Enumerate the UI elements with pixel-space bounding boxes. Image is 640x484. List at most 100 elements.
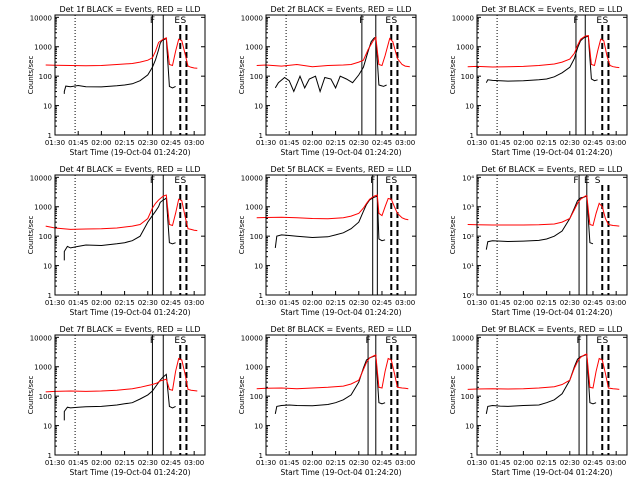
- y-tick-label: 1000: [245, 364, 263, 372]
- y-tick-label: 1000: [245, 44, 263, 52]
- x-tick-label: 02:00: [513, 459, 533, 467]
- x-tick-label: 02:15: [536, 139, 556, 147]
- marker-label: F: [365, 336, 370, 346]
- marker-label: F: [359, 16, 364, 26]
- y-tick-label: 1000: [456, 364, 474, 372]
- x-tick-label: 02:00: [513, 299, 533, 307]
- x-tick-label: 03:00: [395, 139, 415, 147]
- x-tick-label: 01:45: [279, 139, 299, 147]
- series-lld-line: [467, 194, 620, 227]
- x-tick-label: 02:30: [138, 459, 158, 467]
- panel-title: Det 6f BLACK = Events, RED = LLD: [481, 165, 622, 174]
- y-tick-label: 10000: [30, 14, 52, 22]
- y-tick-label: 10: [254, 423, 263, 431]
- y-tick-label: 10⁴: [462, 174, 474, 182]
- x-tick-label: 02:00: [91, 139, 111, 147]
- y-tick-label: 10000: [241, 174, 263, 182]
- series-lld-line: [256, 35, 410, 68]
- marker-label: S: [602, 336, 608, 346]
- y-tick-label: 10: [465, 103, 474, 111]
- y-axis-label: Counts/sec: [238, 216, 246, 255]
- marker-label: F: [150, 16, 155, 26]
- x-tick-label: 03:00: [184, 459, 204, 467]
- series-lld-line: [256, 354, 409, 390]
- y-tick-label: 1: [259, 132, 263, 140]
- y-axis-label: Counts/sec: [449, 216, 457, 255]
- series-lld-line: [45, 194, 198, 232]
- y-axis-label: Counts/sec: [27, 56, 35, 95]
- x-tick-label: 02:15: [536, 459, 556, 467]
- y-tick-label: 10: [254, 263, 263, 271]
- y-tick-label: 1000: [245, 204, 263, 212]
- x-tick-label: 02:00: [91, 299, 111, 307]
- panel-title: Det 5f BLACK = Events, RED = LLD: [270, 165, 411, 174]
- x-tick-label: 03:00: [184, 139, 204, 147]
- series-events-line: [63, 37, 176, 94]
- y-tick-label: 1: [470, 132, 474, 140]
- plot-frame: [476, 14, 628, 136]
- marker-label: E: [596, 336, 602, 346]
- y-tick-label: 10000: [30, 334, 52, 342]
- y-axis-label: Counts/sec: [238, 376, 246, 415]
- panel-title: Det 9f BLACK = Events, RED = LLD: [481, 325, 622, 334]
- y-axis-label: Counts/sec: [27, 376, 35, 415]
- marker-label: F: [573, 16, 578, 26]
- x-tick-label: 02:00: [513, 139, 533, 147]
- x-tick-label: 02:45: [583, 459, 603, 467]
- panel-title: Det 4f BLACK = Events, RED = LLD: [59, 165, 200, 174]
- x-tick-label: 03:00: [606, 139, 626, 147]
- marker-label: E: [174, 176, 180, 186]
- marker-label: E: [584, 176, 590, 186]
- x-tick-label: 02:00: [91, 459, 111, 467]
- y-tick-label: 1: [259, 452, 263, 460]
- x-axis-label: Start Time (19-Oct-04 01:24:20): [69, 148, 190, 157]
- y-tick-label: 1: [259, 292, 263, 300]
- y-tick-label: 1: [470, 452, 474, 460]
- marker-label: F: [573, 176, 578, 186]
- x-tick-label: 02:45: [161, 459, 181, 467]
- x-tick-label: 03:00: [395, 299, 415, 307]
- y-tick-label: 1000: [456, 44, 474, 52]
- plot-frame: [476, 174, 628, 296]
- marker-label: E: [385, 16, 391, 26]
- x-tick-label: 02:00: [302, 459, 322, 467]
- y-axis-label: Counts/sec: [449, 56, 457, 95]
- x-tick-label: 02:45: [583, 299, 603, 307]
- series-lld-line: [45, 37, 198, 69]
- series-events-line: [485, 353, 597, 414]
- y-tick-label: 100: [461, 73, 474, 81]
- marker-label: E: [174, 16, 180, 26]
- x-tick-label: 02:45: [372, 299, 392, 307]
- y-tick-label: 100: [39, 233, 52, 241]
- x-tick-label: 03:00: [184, 299, 204, 307]
- series-events-line: [63, 373, 176, 421]
- x-tick-label: 02:30: [560, 299, 580, 307]
- x-tick-label: 02:00: [302, 139, 322, 147]
- marker-label: S: [595, 176, 601, 186]
- series-events-line: [63, 196, 176, 261]
- marker-label: E: [385, 176, 391, 186]
- y-tick-label: 10000: [241, 14, 263, 22]
- panel-title: Det 2f BLACK = Events, RED = LLD: [270, 5, 411, 14]
- y-tick-label: 1: [48, 132, 52, 140]
- x-tick-label: 02:30: [138, 139, 158, 147]
- y-tick-label: 1000: [34, 204, 52, 212]
- y-tick-label: 1: [48, 452, 52, 460]
- x-tick-label: 01:30: [45, 459, 65, 467]
- x-tick-label: 01:45: [490, 299, 510, 307]
- series-lld-line: [256, 194, 409, 221]
- y-tick-label: 10: [43, 103, 52, 111]
- x-tick-label: 01:45: [68, 139, 88, 147]
- series-events-line: [485, 35, 598, 83]
- y-tick-label: 1000: [34, 364, 52, 372]
- x-tick-label: 02:30: [349, 299, 369, 307]
- marker-label: E: [385, 336, 391, 346]
- marker-label: S: [391, 336, 397, 346]
- marker-label: F: [576, 336, 581, 346]
- x-tick-label: 03:00: [606, 459, 626, 467]
- x-tick-label: 02:30: [138, 299, 158, 307]
- x-tick-label: 01:45: [279, 299, 299, 307]
- x-tick-label: 01:30: [256, 459, 276, 467]
- x-tick-label: 02:15: [325, 459, 345, 467]
